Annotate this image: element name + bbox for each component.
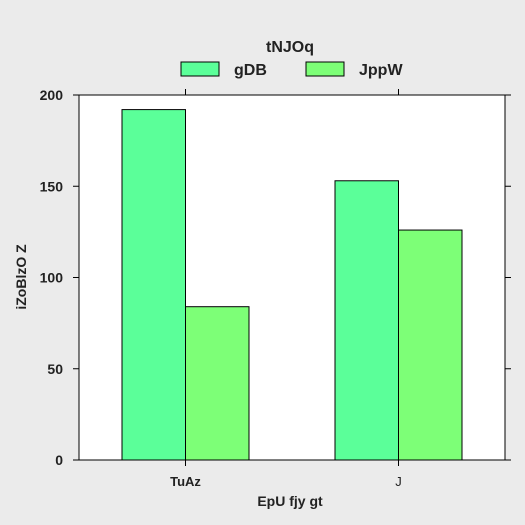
legend: tNJOq gDB JppW: [180, 39, 403, 79]
bar-JppW-J: [398, 229, 463, 461]
x-tick-label: TuAz: [170, 474, 201, 489]
y-tick-label: 50: [47, 361, 63, 377]
y-tick-label: 0: [55, 452, 63, 468]
legend-label-gDB: gDB: [234, 62, 267, 79]
y-tick-label: 200: [40, 87, 64, 103]
legend-swatch-gDB: [180, 61, 220, 77]
x-tick-label: J: [395, 474, 402, 489]
y-tick-label: 100: [40, 270, 64, 286]
bars-layer: [121, 109, 463, 461]
y-axis-label: iZoBlzO Z: [13, 244, 29, 310]
ticks-layer: TuAz J 0 50 100 150 200: [40, 87, 511, 489]
plot-frame: [78, 94, 506, 461]
legend-swatch-JppW: [305, 61, 345, 77]
legend-label-JppW: JppW: [359, 62, 403, 79]
bar-gDB-TuAz: [121, 109, 186, 461]
bar-JppW-TuAz: [185, 306, 250, 461]
y-tick-label: 150: [40, 178, 64, 194]
bar-gDB-J: [334, 180, 399, 461]
legend-title: tNJOq: [266, 39, 314, 56]
x-axis-label: EpU fjy gt: [257, 493, 323, 509]
